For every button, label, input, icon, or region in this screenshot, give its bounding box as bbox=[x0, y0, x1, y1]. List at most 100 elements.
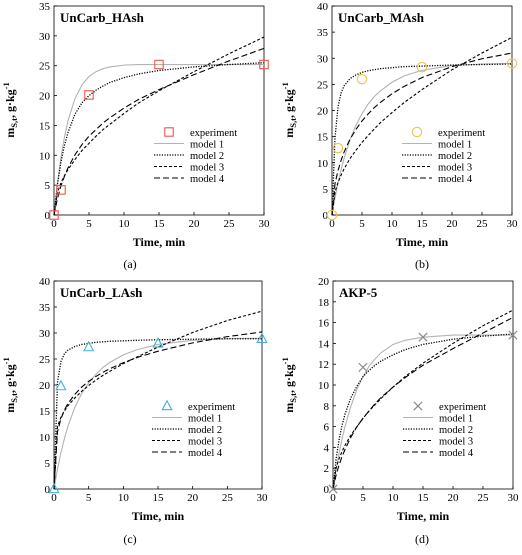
y-tick-label: 10 bbox=[39, 150, 51, 162]
y-tick-label: 20 bbox=[39, 91, 51, 103]
y-tick-label: 0 bbox=[45, 484, 51, 496]
y-tick-label: 16 bbox=[318, 318, 330, 330]
legend-label-model-1: model 1 bbox=[438, 140, 472, 151]
experiment-point bbox=[152, 337, 164, 348]
x-tick-label: 0 bbox=[51, 492, 57, 504]
series-line-model-4 bbox=[53, 47, 265, 216]
chart-title: UnCarb_LAsh bbox=[60, 285, 143, 300]
series-line-model-4 bbox=[332, 316, 514, 490]
legend-marker-experiment bbox=[413, 401, 423, 411]
y-tick-label: 40 bbox=[39, 276, 51, 288]
experiment-point bbox=[358, 362, 368, 372]
y-tick-label: 4 bbox=[324, 442, 330, 454]
y-tick-label: 15 bbox=[39, 406, 51, 418]
y-tick-label: 5 bbox=[45, 458, 51, 470]
legend-label-model-3: model 3 bbox=[439, 437, 473, 448]
panel-caption: (a) bbox=[123, 257, 136, 271]
series-line-model-2 bbox=[53, 338, 262, 490]
chart-panel-uncarb-mash: 0 5 10 15 20 25 30 0 5 10 15 20 25 30 35 40 UnCarb_MAsh T… bbox=[280, 1, 518, 271]
x-tick-label: 30 bbox=[507, 218, 519, 230]
x-tick-label: 15 bbox=[417, 218, 429, 230]
chart-panel-uncarb-hash: 0 5 10 15 20 25 30 0 5 10 15 20 25 30 35 UnCarb_HAsh Tim… bbox=[1, 1, 270, 271]
experiment-point bbox=[416, 61, 428, 73]
y-tick-label: 30 bbox=[39, 31, 51, 43]
y-tick-label: 14 bbox=[318, 338, 330, 350]
plot-frame bbox=[53, 280, 263, 490]
y-tick-label: 35 bbox=[39, 302, 51, 314]
x-tick-label: 20 bbox=[448, 492, 460, 504]
series-line-model-4 bbox=[53, 331, 263, 490]
series-line-model-1 bbox=[331, 62, 513, 216]
chart-panel-uncarb-lash: 0 5 10 15 20 25 30 0 5 10 15 20 25 30 35 40 UnCarb_LAsh T… bbox=[1, 276, 268, 546]
y-tick-label: 12 bbox=[318, 359, 329, 371]
x-tick-label: 20 bbox=[189, 218, 201, 230]
plot-frame bbox=[331, 5, 513, 216]
x-axis-label: Time, min bbox=[396, 235, 449, 249]
experiment-point bbox=[418, 332, 428, 342]
y-tick-label: 35 bbox=[39, 1, 51, 13]
legend-label-model-4: model 4 bbox=[188, 448, 223, 459]
y-tick-label: 0 bbox=[45, 210, 51, 222]
panel-caption: (c) bbox=[123, 532, 136, 546]
x-tick-label: 0 bbox=[330, 492, 336, 504]
series-line-model-2 bbox=[331, 63, 513, 216]
x-tick-label: 10 bbox=[119, 218, 131, 230]
y-axis-label: mS,t, g·kg-1 bbox=[1, 82, 19, 137]
x-tick-label: 0 bbox=[51, 218, 57, 230]
x-axis-label: Time, min bbox=[133, 235, 186, 249]
experiment-point bbox=[506, 58, 518, 69]
y-tick-label: 5 bbox=[45, 180, 51, 192]
x-tick-label: 5 bbox=[86, 218, 92, 230]
chart-title: UnCarb_HAsh bbox=[60, 10, 145, 25]
x-tick-label: 20 bbox=[447, 218, 459, 230]
legend-label-model-2: model 2 bbox=[439, 425, 473, 436]
y-tick-label: 5 bbox=[323, 184, 329, 196]
y-tick-label: 15 bbox=[39, 120, 51, 132]
y-tick-label: 35 bbox=[317, 27, 329, 39]
legend-label-model-4: model 4 bbox=[438, 174, 473, 185]
legend-label-model-2: model 2 bbox=[190, 151, 224, 162]
y-tick-label: 2 bbox=[324, 463, 330, 475]
y-tick-label: 10 bbox=[39, 432, 51, 444]
experiment-point bbox=[55, 379, 67, 391]
x-tick-label: 20 bbox=[187, 492, 199, 504]
chart-title: UnCarb_MAsh bbox=[338, 10, 425, 25]
x-tick-label: 5 bbox=[359, 218, 365, 230]
experiment-point bbox=[256, 332, 268, 343]
series-line-model-1 bbox=[332, 334, 513, 490]
x-tick-label: 10 bbox=[388, 492, 400, 504]
x-axis-label: Time, min bbox=[132, 509, 185, 523]
experiment-point bbox=[356, 73, 368, 85]
legend-label-model-3: model 3 bbox=[438, 163, 472, 174]
y-tick-label: 10 bbox=[317, 158, 329, 170]
x-tick-label: 0 bbox=[329, 218, 335, 230]
y-tick-label: 20 bbox=[39, 380, 51, 392]
legend-marker-experiment bbox=[411, 126, 423, 138]
legend-label-model-3: model 3 bbox=[188, 437, 222, 448]
y-tick-label: 15 bbox=[317, 132, 329, 144]
legend-label-model-1: model 1 bbox=[188, 414, 222, 425]
legend-label-experiment: experiment bbox=[439, 402, 486, 413]
y-tick-label: 25 bbox=[39, 354, 51, 366]
experiment-point bbox=[332, 142, 344, 154]
y-tick-label: 30 bbox=[317, 53, 329, 65]
legend-label-model-4: model 4 bbox=[439, 448, 474, 459]
legend-label-experiment: experiment bbox=[188, 402, 235, 413]
y-tick-label: 25 bbox=[39, 61, 51, 73]
legend-marker-experiment bbox=[164, 127, 174, 137]
experiment-point bbox=[259, 59, 269, 70]
x-tick-label: 30 bbox=[259, 218, 271, 230]
x-tick-label: 25 bbox=[477, 218, 489, 230]
y-tick-label: 8 bbox=[324, 401, 330, 413]
plot-frame bbox=[53, 5, 265, 216]
y-axis-label: mS,t, g·kg-1 bbox=[280, 82, 298, 137]
legend-label-experiment: experiment bbox=[190, 128, 237, 139]
legend-label-experiment: experiment bbox=[438, 128, 485, 139]
x-tick-label: 15 bbox=[153, 492, 165, 504]
experiment-point bbox=[154, 59, 164, 70]
x-tick-label: 5 bbox=[86, 492, 92, 504]
legend-label-model-2: model 2 bbox=[188, 425, 222, 436]
x-tick-label: 10 bbox=[387, 218, 399, 230]
x-tick-label: 10 bbox=[118, 492, 130, 504]
